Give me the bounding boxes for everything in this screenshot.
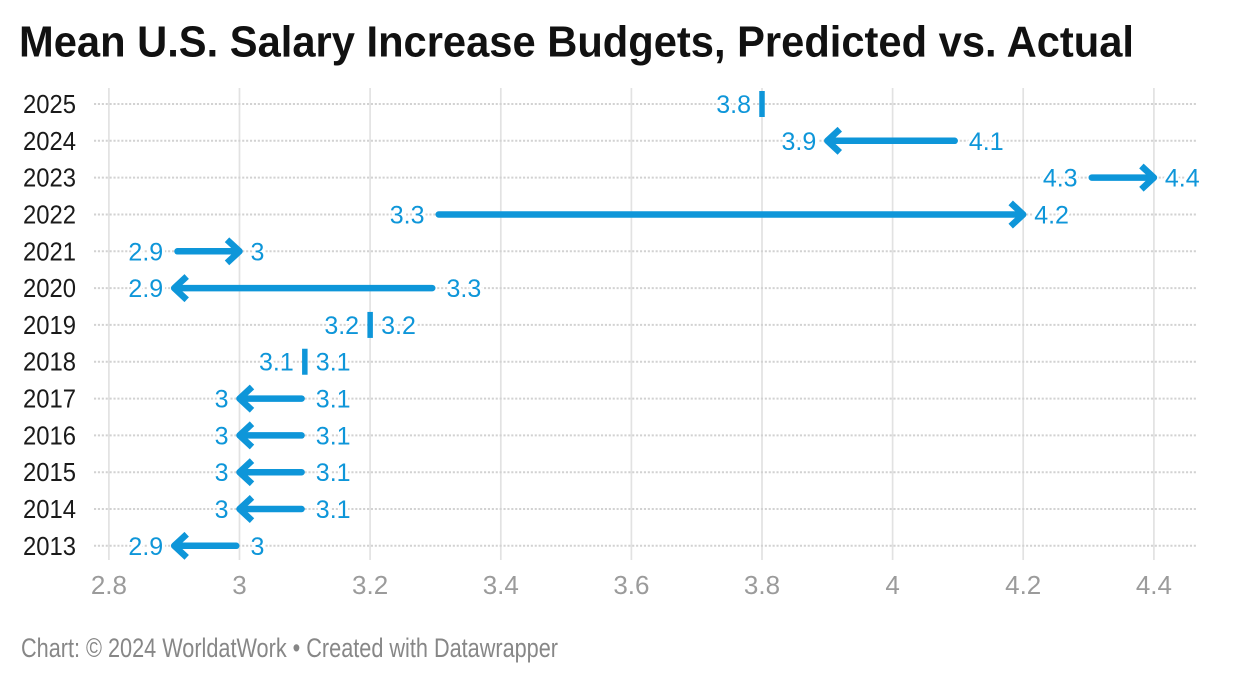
svg-text:2020: 2020 — [23, 273, 76, 303]
svg-text:Chart: © 2024 WorldatWork • Cr: Chart: © 2024 WorldatWork • Created with… — [21, 633, 558, 663]
svg-text:3: 3 — [251, 238, 265, 266]
svg-text:3: 3 — [251, 533, 265, 561]
svg-text:3.3: 3.3 — [390, 202, 425, 230]
svg-text:2025: 2025 — [23, 89, 76, 119]
svg-text:2022: 2022 — [23, 200, 76, 230]
svg-text:4.4: 4.4 — [1136, 570, 1172, 600]
svg-text:2019: 2019 — [23, 310, 76, 340]
svg-text:2016: 2016 — [23, 420, 76, 450]
svg-text:4.2: 4.2 — [1034, 202, 1069, 230]
svg-text:4: 4 — [885, 570, 899, 600]
svg-text:2.9: 2.9 — [128, 533, 163, 561]
svg-text:3: 3 — [215, 496, 229, 524]
svg-text:3.4: 3.4 — [483, 570, 519, 600]
svg-text:3.2: 3.2 — [352, 570, 388, 600]
svg-text:2.9: 2.9 — [128, 275, 163, 303]
svg-text:2.9: 2.9 — [128, 238, 163, 266]
svg-text:2023: 2023 — [23, 163, 76, 193]
svg-text:3.1: 3.1 — [316, 496, 351, 524]
svg-text:2024: 2024 — [23, 126, 76, 156]
svg-text:3.8: 3.8 — [716, 91, 751, 119]
svg-text:3.2: 3.2 — [381, 312, 416, 340]
svg-text:3.1: 3.1 — [316, 422, 351, 450]
svg-text:2015: 2015 — [23, 457, 76, 487]
svg-text:3.6: 3.6 — [613, 570, 649, 600]
svg-text:3.2: 3.2 — [324, 312, 359, 340]
svg-text:3: 3 — [215, 386, 229, 414]
svg-text:3.1: 3.1 — [316, 386, 351, 414]
svg-text:3.1: 3.1 — [316, 349, 351, 377]
svg-text:3.8: 3.8 — [744, 570, 780, 600]
svg-text:3.3: 3.3 — [447, 275, 482, 303]
svg-text:3: 3 — [232, 570, 246, 600]
svg-text:3.1: 3.1 — [259, 349, 294, 377]
svg-text:2013: 2013 — [23, 531, 76, 561]
svg-text:4.2: 4.2 — [1005, 570, 1041, 600]
svg-text:3.1: 3.1 — [316, 459, 351, 487]
svg-text:2014: 2014 — [23, 494, 76, 524]
svg-text:3.9: 3.9 — [782, 128, 817, 156]
svg-text:3: 3 — [215, 422, 229, 450]
svg-text:4.1: 4.1 — [969, 128, 1004, 156]
svg-text:2017: 2017 — [23, 384, 76, 414]
svg-text:4.4: 4.4 — [1165, 165, 1200, 193]
svg-text:2018: 2018 — [23, 347, 76, 377]
svg-text:3: 3 — [215, 459, 229, 487]
svg-text:Mean U.S. Salary Increase Budg: Mean U.S. Salary Increase Budgets, Predi… — [19, 18, 1134, 67]
svg-text:2.8: 2.8 — [91, 570, 127, 600]
svg-text:4.3: 4.3 — [1043, 165, 1078, 193]
svg-text:2021: 2021 — [23, 236, 76, 266]
